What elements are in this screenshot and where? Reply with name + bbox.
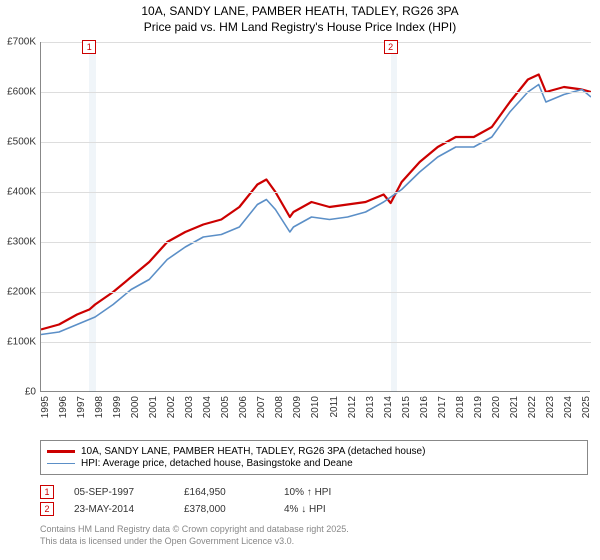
sale-delta: 10% ↑ HPI xyxy=(284,487,374,498)
x-tick-label: 2017 xyxy=(437,396,448,418)
sale-marker-icon: 2 xyxy=(40,502,54,516)
chart-area: 12 £0£100K£200K£300K£400K£500K£600K£700K… xyxy=(40,42,590,414)
x-tick-label: 2003 xyxy=(184,396,195,418)
x-tick-label: 2025 xyxy=(581,396,592,418)
x-tick-label: 1996 xyxy=(58,396,69,418)
chart-container: 10A, SANDY LANE, PAMBER HEATH, TADLEY, R… xyxy=(0,0,600,560)
sale-date: 23-MAY-2014 xyxy=(74,504,164,515)
legend-item-hpi: HPI: Average price, detached house, Basi… xyxy=(47,458,581,469)
x-tick-label: 2022 xyxy=(527,396,538,418)
sale-price: £378,000 xyxy=(184,504,264,515)
legend-swatch xyxy=(47,450,75,452)
legend-swatch xyxy=(47,463,75,465)
x-tick-label: 2009 xyxy=(292,396,303,418)
gridline xyxy=(41,242,591,243)
x-tick-label: 2000 xyxy=(130,396,141,418)
attribution: Contains HM Land Registry data © Crown c… xyxy=(40,524,588,547)
y-tick-label: £700K xyxy=(0,37,36,48)
x-tick-label: 1997 xyxy=(76,396,87,418)
x-tick-label: 2007 xyxy=(256,396,267,418)
x-tick-label: 2013 xyxy=(365,396,376,418)
x-tick-label: 2021 xyxy=(509,396,520,418)
legend-item-price-paid: 10A, SANDY LANE, PAMBER HEATH, TADLEY, R… xyxy=(47,446,581,457)
gridline xyxy=(41,142,591,143)
x-tick-label: 1999 xyxy=(112,396,123,418)
x-tick-label: 2019 xyxy=(473,396,484,418)
y-tick-label: £400K xyxy=(0,187,36,198)
sale-row-1: 1 05-SEP-1997 £164,950 10% ↑ HPI xyxy=(40,485,588,499)
x-tick-label: 2002 xyxy=(166,396,177,418)
sale-date: 05-SEP-1997 xyxy=(74,487,164,498)
title-line-2: Price paid vs. HM Land Registry's House … xyxy=(10,20,590,36)
x-tick-label: 2018 xyxy=(455,396,466,418)
sale-price: £164,950 xyxy=(184,487,264,498)
legend-label: HPI: Average price, detached house, Basi… xyxy=(81,458,353,469)
x-tick-label: 2012 xyxy=(347,396,358,418)
x-tick-label: 2001 xyxy=(148,396,159,418)
sale-delta: 4% ↓ HPI xyxy=(284,504,374,515)
x-tick-label: 2010 xyxy=(310,396,321,418)
attribution-line-2: This data is licensed under the Open Gov… xyxy=(40,536,588,548)
title-line-1: 10A, SANDY LANE, PAMBER HEATH, TADLEY, R… xyxy=(10,4,590,20)
title-block: 10A, SANDY LANE, PAMBER HEATH, TADLEY, R… xyxy=(0,0,600,37)
gridline xyxy=(41,342,591,343)
chart-marker-2: 2 xyxy=(384,40,398,54)
y-tick-label: £100K xyxy=(0,337,36,348)
x-tick-label: 2023 xyxy=(545,396,556,418)
y-tick-label: £200K xyxy=(0,287,36,298)
x-tick-label: 2016 xyxy=(419,396,430,418)
attribution-line-1: Contains HM Land Registry data © Crown c… xyxy=(40,524,588,536)
highlight-band xyxy=(391,42,398,392)
x-tick-label: 2015 xyxy=(401,396,412,418)
y-tick-label: £600K xyxy=(0,87,36,98)
highlight-band xyxy=(89,42,96,392)
y-tick-label: £500K xyxy=(0,137,36,148)
gridline xyxy=(41,192,591,193)
x-tick-label: 2004 xyxy=(202,396,213,418)
x-tick-label: 2006 xyxy=(238,396,249,418)
x-tick-label: 2014 xyxy=(383,396,394,418)
series-hpi xyxy=(41,85,591,335)
x-tick-label: 1998 xyxy=(94,396,105,418)
legend-label: 10A, SANDY LANE, PAMBER HEATH, TADLEY, R… xyxy=(81,446,425,457)
x-tick-label: 2020 xyxy=(491,396,502,418)
chart-marker-1: 1 xyxy=(82,40,96,54)
x-tick-label: 2011 xyxy=(329,396,340,418)
x-tick-label: 2008 xyxy=(274,396,285,418)
gridline xyxy=(41,292,591,293)
series-svg xyxy=(41,42,591,392)
y-tick-label: £300K xyxy=(0,237,36,248)
legend: 10A, SANDY LANE, PAMBER HEATH, TADLEY, R… xyxy=(40,440,588,475)
x-tick-label: 2024 xyxy=(563,396,574,418)
sale-rows: 1 05-SEP-1997 £164,950 10% ↑ HPI 2 23-MA… xyxy=(40,482,588,519)
plot-region: 12 xyxy=(40,42,590,392)
x-tick-label: 1995 xyxy=(40,396,51,418)
sale-row-2: 2 23-MAY-2014 £378,000 4% ↓ HPI xyxy=(40,502,588,516)
x-tick-label: 2005 xyxy=(220,396,231,418)
sale-marker-icon: 1 xyxy=(40,485,54,499)
gridline xyxy=(41,42,591,43)
gridline xyxy=(41,92,591,93)
y-tick-label: £0 xyxy=(0,387,36,398)
